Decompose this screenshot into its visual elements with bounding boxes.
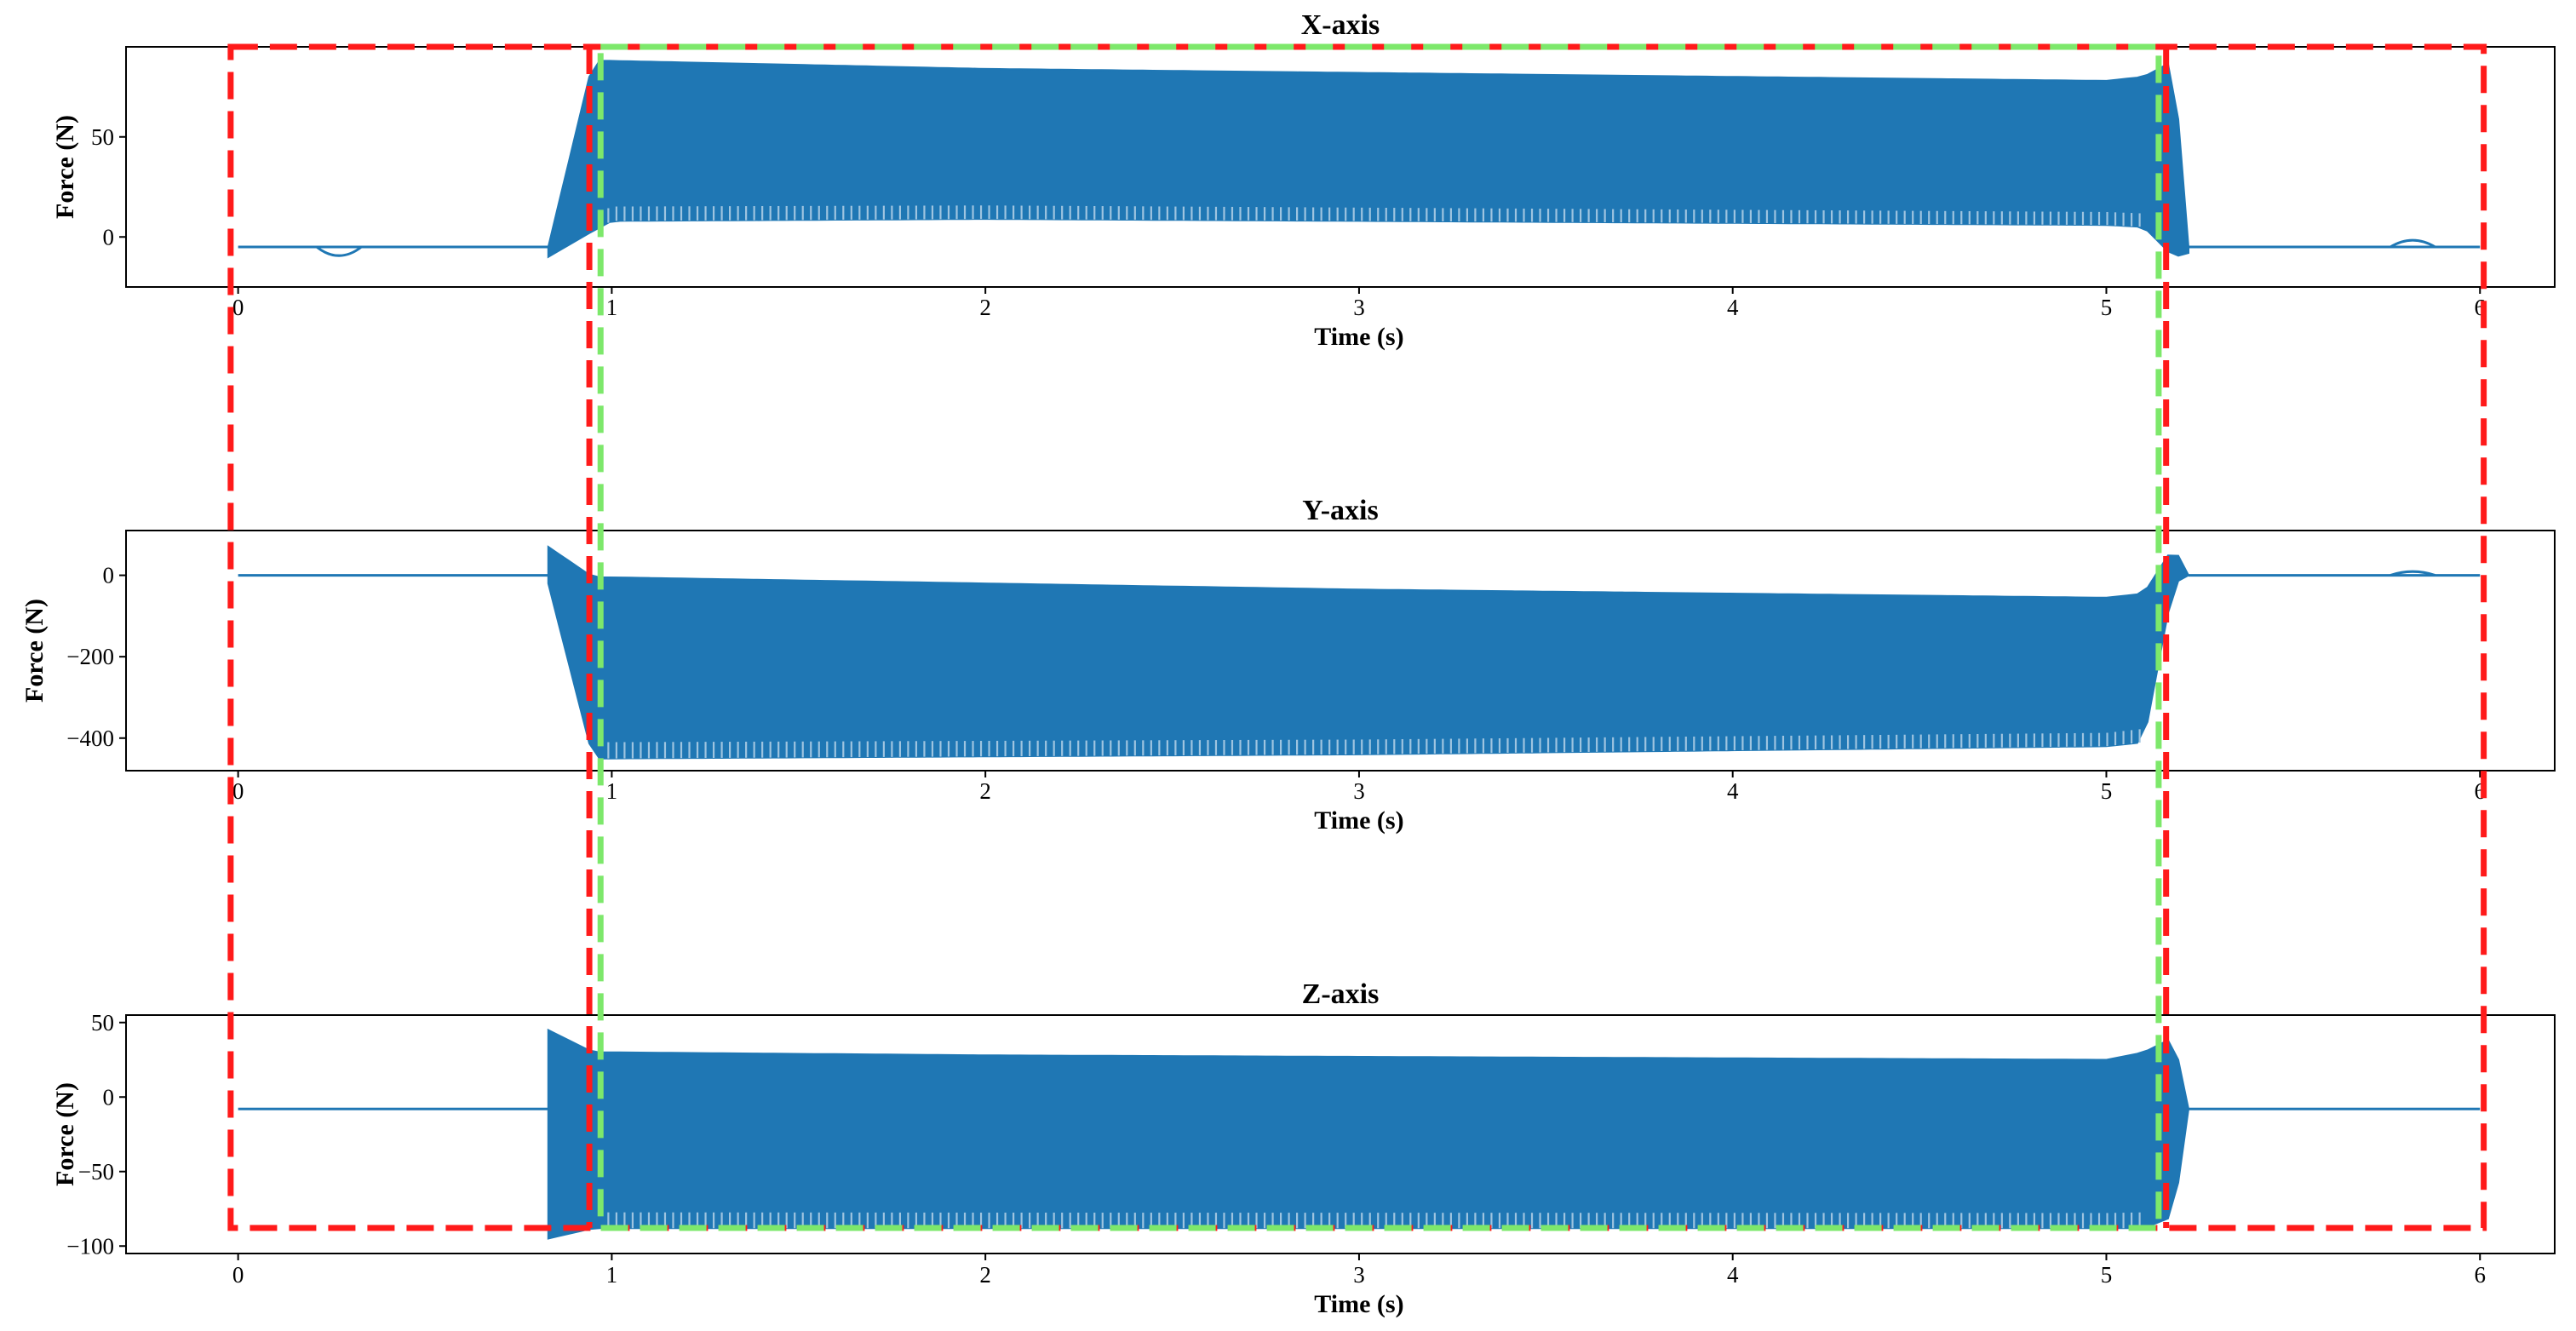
disturbance	[315, 245, 363, 257]
x-tick-label: 3	[1353, 295, 1365, 320]
y-tick-label: −100	[66, 1233, 114, 1259]
y-tick-label: 0	[103, 1084, 115, 1110]
chart-title: Z-axis	[1302, 978, 1380, 1010]
y-tick-label: 50	[91, 124, 114, 150]
x-tick-label: 0	[232, 778, 244, 804]
x-tick-label: 1	[606, 1262, 618, 1288]
x-tick-label: 6	[2474, 1262, 2486, 1288]
x-axis-label: Time (s)	[1314, 323, 1403, 351]
y-tick-label: 0	[103, 563, 115, 588]
x-tick-label: 5	[2101, 1262, 2113, 1288]
force-signal	[238, 545, 2481, 760]
x-tick-label: 0	[232, 295, 244, 320]
y-tick-label: −50	[78, 1159, 114, 1185]
signal-envelope	[547, 1028, 2190, 1240]
y-tick-label: −400	[66, 726, 114, 751]
x-tick-label: 2	[979, 778, 991, 804]
axes-frame	[125, 1014, 2556, 1254]
x-tick-label: 1	[606, 778, 618, 804]
disturbance	[2390, 238, 2436, 249]
y-tick-label: 50	[91, 1010, 114, 1036]
x-tick-label: 5	[2101, 295, 2113, 320]
y-tick-label: −200	[66, 644, 114, 669]
x-tick-label: 4	[1727, 778, 1739, 804]
oscillation-spikes	[607, 205, 2141, 227]
x-tick-label: 2	[979, 1262, 991, 1288]
x-tick-label: 4	[1727, 1262, 1739, 1288]
force-signal	[238, 60, 2481, 259]
force-signal	[238, 1028, 2481, 1240]
x-axis-label: Time (s)	[1314, 806, 1403, 835]
x-tick-label: 1	[606, 295, 618, 320]
chart-title: Y-axis	[1302, 495, 1378, 526]
signal-envelope	[547, 545, 2190, 760]
panel-z-axis: Z-axis 0 1 2 3 4 5 6 50 0 −50 −100 Time (s) Force (N)	[51, 978, 2556, 1318]
chart-title: X-axis	[1301, 9, 1380, 41]
oscillation-spikes	[607, 729, 2141, 759]
x-tick-label: 5	[2101, 778, 2113, 804]
y-axis-label: Force (N)	[20, 599, 49, 703]
x-axis-label: Time (s)	[1314, 1290, 1403, 1318]
y-axis-label: Force (N)	[51, 115, 79, 219]
window-overlays	[227, 43, 2487, 1231]
y-tick-label: 0	[103, 224, 115, 250]
axes-frame	[125, 530, 2556, 772]
x-tick-label: 3	[1353, 778, 1365, 804]
disturbance	[2390, 570, 2436, 577]
x-tick-label: 3	[1353, 1262, 1365, 1288]
x-tick-label: 2	[979, 295, 991, 320]
x-tick-label: 0	[232, 1262, 244, 1288]
y-axis-label: Force (N)	[51, 1082, 79, 1186]
x-tick-label: 4	[1727, 295, 1739, 320]
signal-envelope	[547, 60, 2189, 259]
